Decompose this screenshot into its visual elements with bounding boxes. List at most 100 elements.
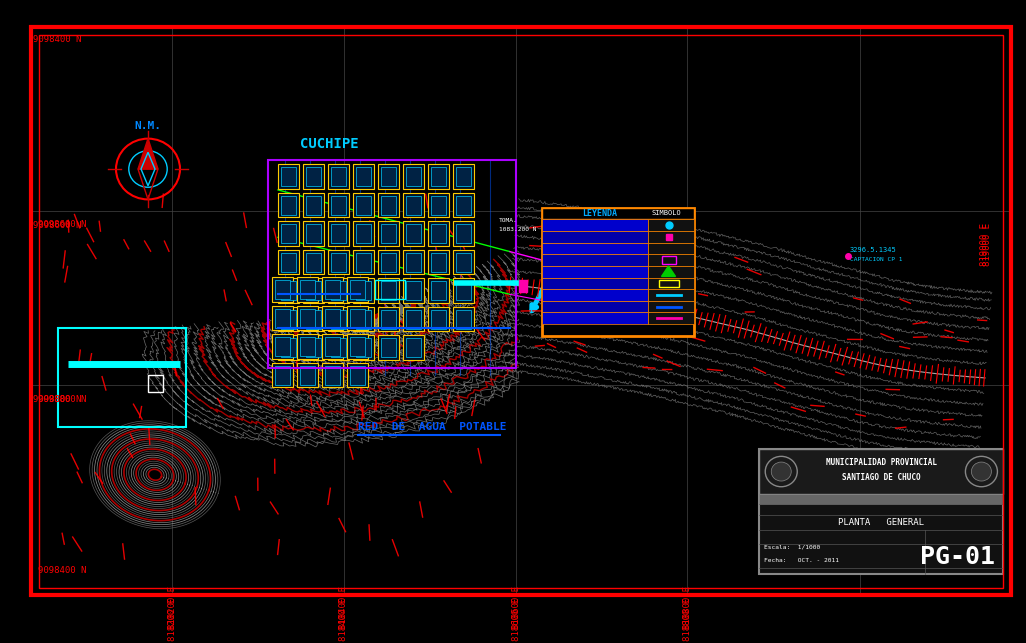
Bar (428, 221, 449, 246)
Circle shape (972, 462, 991, 481)
Bar (453, 193, 474, 217)
Bar (303, 193, 324, 217)
Bar (297, 334, 318, 359)
Text: CUCHIPE: CUCHIPE (300, 138, 359, 151)
Bar (378, 193, 399, 217)
Text: 819000 E: 819000 E (983, 222, 991, 266)
Bar (328, 249, 349, 275)
Text: CAPTACION CP 1: CAPTACION CP 1 (850, 257, 903, 262)
Text: 818200 E: 818200 E (168, 586, 176, 629)
Text: LEYENDA: LEYENDA (582, 209, 617, 218)
Bar (406, 167, 421, 186)
Bar (331, 281, 346, 300)
Text: 818800 E: 818800 E (683, 586, 692, 629)
Bar (272, 363, 293, 388)
Bar (356, 224, 371, 243)
Bar (303, 335, 324, 360)
Text: 818600 E: 818600 E (512, 597, 520, 640)
Bar (347, 306, 368, 331)
Bar (456, 224, 471, 243)
Bar (403, 249, 424, 275)
Bar (381, 167, 396, 186)
Bar (378, 335, 399, 360)
Bar (406, 281, 421, 300)
Bar (281, 338, 295, 357)
Bar (297, 277, 318, 302)
Bar (325, 366, 340, 385)
Bar (331, 224, 346, 243)
Text: Fecha:   OCT. - 2011: Fecha: OCT. - 2011 (764, 558, 839, 563)
Bar (542, 208, 694, 336)
Text: TOMA.: TOMA. (499, 218, 518, 222)
Bar (300, 366, 315, 385)
Bar (406, 338, 421, 357)
Bar (542, 242, 648, 254)
Bar (331, 338, 346, 357)
Bar (306, 224, 321, 243)
Bar (542, 219, 648, 231)
Bar (328, 221, 349, 246)
Bar (303, 249, 324, 275)
Bar (281, 309, 295, 329)
Bar (322, 277, 343, 302)
Text: 9098400 N: 9098400 N (33, 35, 81, 44)
Text: 9098600 N: 9098600 N (33, 221, 81, 230)
Bar (431, 167, 446, 186)
Text: 818200 E: 818200 E (168, 597, 176, 640)
Bar (453, 278, 474, 303)
Bar (381, 253, 396, 271)
Bar (381, 309, 396, 329)
Bar (542, 278, 648, 289)
Bar (381, 338, 396, 357)
Bar (431, 281, 446, 300)
Bar (542, 266, 648, 278)
Bar (303, 221, 324, 246)
Bar (350, 309, 365, 327)
Bar (306, 309, 321, 329)
Bar (353, 249, 374, 275)
Bar (58, 327, 186, 428)
Text: 1083.200 N: 1083.200 N (499, 227, 537, 232)
Text: 819000 E: 819000 E (981, 222, 989, 266)
Bar (356, 309, 371, 329)
Bar (353, 307, 374, 331)
Bar (328, 307, 349, 331)
Bar (322, 334, 343, 359)
Bar (353, 335, 374, 360)
Bar (350, 366, 365, 385)
Bar (353, 278, 374, 303)
Bar (300, 280, 315, 299)
Bar (378, 164, 399, 189)
Bar (328, 164, 349, 189)
Bar (431, 309, 446, 329)
Bar (403, 221, 424, 246)
Text: Escala:  1/1000: Escala: 1/1000 (764, 544, 821, 549)
Text: 818400 E: 818400 E (340, 586, 348, 629)
Bar (406, 195, 421, 215)
Bar (303, 278, 324, 303)
Circle shape (772, 462, 791, 481)
Text: 818600 E: 818600 E (512, 586, 520, 629)
Bar (350, 337, 365, 356)
Text: 3296.5.1345: 3296.5.1345 (850, 247, 897, 253)
Bar (303, 164, 324, 189)
Bar (381, 195, 396, 215)
Bar (648, 231, 694, 242)
Bar (278, 164, 299, 189)
Bar (325, 309, 340, 327)
Bar (403, 307, 424, 331)
Bar (306, 253, 321, 271)
Bar (331, 253, 346, 271)
Bar (278, 249, 299, 275)
Bar (381, 224, 396, 243)
Bar (648, 219, 694, 231)
Bar (542, 301, 648, 312)
Bar (278, 278, 299, 303)
Text: 818400 E: 818400 E (340, 597, 348, 640)
Bar (275, 337, 290, 356)
Bar (306, 167, 321, 186)
Bar (306, 195, 321, 215)
Bar (328, 193, 349, 217)
Bar (275, 309, 290, 327)
Bar (453, 307, 474, 331)
